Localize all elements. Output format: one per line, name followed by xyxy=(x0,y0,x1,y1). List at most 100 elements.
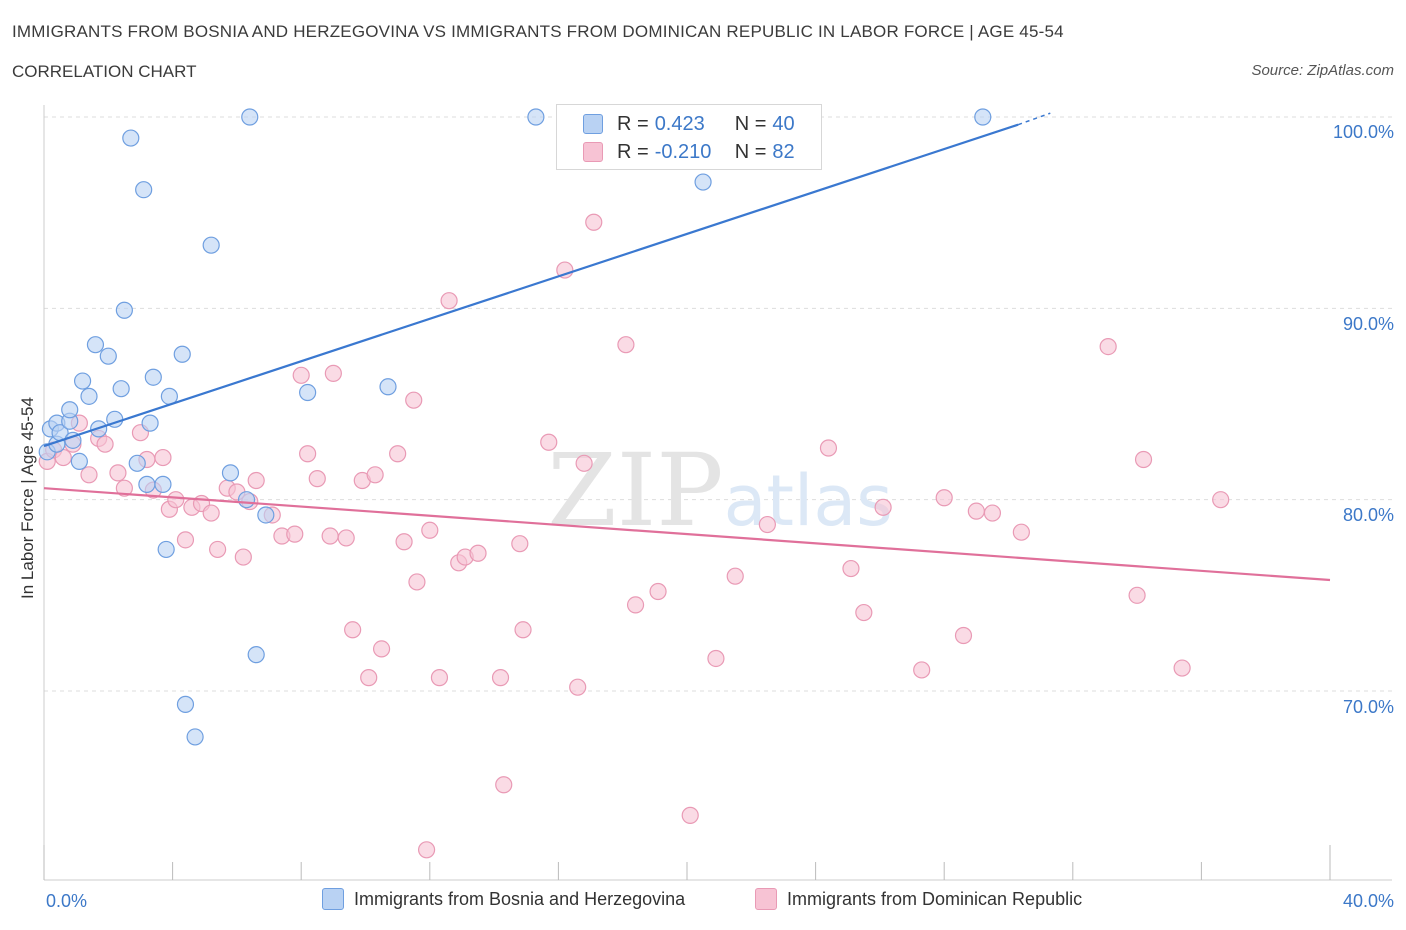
series-bosnia-points xyxy=(38,108,992,746)
r-value: 0.423 xyxy=(654,112,705,135)
legend-row-bosnia: R = 0.423 N = 40 xyxy=(583,111,795,137)
data-point xyxy=(540,433,558,451)
data-point xyxy=(247,646,265,664)
source-credit: Source: ZipAtlas.com xyxy=(1251,62,1394,79)
data-point xyxy=(154,448,172,467)
data-point xyxy=(299,445,317,463)
dominican-swatch xyxy=(755,888,777,910)
data-point xyxy=(109,464,127,482)
r-label: R = xyxy=(617,112,649,135)
data-point xyxy=(286,525,304,543)
data-point xyxy=(758,515,776,534)
data-point xyxy=(186,728,204,746)
data-point xyxy=(626,596,645,614)
data-point xyxy=(819,439,838,457)
bosnia-swatch xyxy=(322,888,344,910)
data-point xyxy=(421,521,439,539)
data-point xyxy=(726,567,744,585)
data-point xyxy=(1134,450,1153,469)
data-point xyxy=(408,573,426,591)
x-tick-max: 40.0% xyxy=(1342,891,1394,911)
data-point xyxy=(247,471,265,490)
data-point xyxy=(379,378,397,396)
data-point xyxy=(202,236,220,254)
data-point xyxy=(73,372,92,390)
data-point xyxy=(842,559,860,578)
legend-label-dominican: Immigrants from Dominican Republic xyxy=(787,888,1083,909)
data-point xyxy=(575,454,593,472)
bosnia-swatch xyxy=(583,114,603,134)
data-point xyxy=(983,504,1002,522)
data-point xyxy=(974,108,992,126)
data-point xyxy=(405,391,423,409)
watermark: ZIPatlas xyxy=(547,432,892,549)
data-point xyxy=(135,181,153,199)
data-point xyxy=(176,695,195,713)
axes xyxy=(43,105,1392,881)
data-point xyxy=(122,129,140,147)
data-point xyxy=(80,387,98,405)
data-point xyxy=(237,491,256,509)
y-tick-label: 100.0% xyxy=(1332,122,1394,142)
data-point xyxy=(176,531,195,549)
data-point xyxy=(128,454,146,472)
correlation-legend: R = 0.423 N = 40 R = -0.210 N = 82 xyxy=(556,104,822,170)
data-point xyxy=(389,445,407,463)
data-point xyxy=(707,649,725,668)
data-point xyxy=(99,347,117,365)
data-point xyxy=(681,806,699,824)
data-point xyxy=(491,669,510,687)
data-point xyxy=(115,301,133,319)
data-point xyxy=(234,548,252,566)
data-point xyxy=(440,292,458,310)
data-point xyxy=(138,475,156,493)
gridlines xyxy=(44,116,1392,692)
data-point xyxy=(395,533,413,551)
data-point xyxy=(569,678,587,696)
legend-item-dominican: Immigrants from Dominican Republic xyxy=(755,888,1082,910)
data-point xyxy=(157,540,175,559)
data-point xyxy=(154,475,172,493)
data-point xyxy=(321,527,339,545)
watermark-atlas: atlas xyxy=(724,460,893,542)
data-point xyxy=(61,401,79,419)
trend-line-bosnia-extension xyxy=(1017,112,1051,126)
chart-subtitle: CORRELATION CHART xyxy=(12,62,197,81)
data-point xyxy=(855,603,873,622)
data-point xyxy=(344,621,362,639)
y-tick-label: 70.0% xyxy=(1342,697,1394,717)
data-point xyxy=(144,368,162,386)
data-point xyxy=(694,173,712,191)
data-point xyxy=(1173,659,1191,677)
y-axis-label: In Labor Force | Age 45-54 xyxy=(18,397,37,599)
data-point xyxy=(913,661,931,679)
trend-line-dominican xyxy=(43,487,1331,582)
y-tick-label: 80.0% xyxy=(1342,505,1394,525)
data-point xyxy=(935,489,953,507)
data-point xyxy=(954,626,973,645)
data-point xyxy=(430,669,449,687)
data-point xyxy=(649,582,667,601)
n-label: N = xyxy=(734,140,767,163)
data-point xyxy=(173,345,191,363)
data-point xyxy=(874,498,892,516)
data-point xyxy=(469,544,487,562)
chart-title: IMMIGRANTS FROM BOSNIA AND HERZEGOVINA V… xyxy=(12,22,1064,41)
data-point xyxy=(514,621,532,639)
r-value: -0.210 xyxy=(654,140,712,163)
data-point xyxy=(372,640,391,658)
data-point xyxy=(257,506,275,524)
data-point xyxy=(80,466,98,484)
n-value: 40 xyxy=(772,112,795,135)
data-point xyxy=(1212,491,1230,509)
data-point xyxy=(209,540,227,559)
data-point xyxy=(366,466,384,484)
n-value: 82 xyxy=(772,140,795,163)
data-point xyxy=(308,470,326,488)
data-point xyxy=(527,108,545,126)
data-point xyxy=(324,364,342,382)
data-point xyxy=(221,464,240,482)
data-point xyxy=(141,414,159,432)
data-point xyxy=(202,504,220,522)
